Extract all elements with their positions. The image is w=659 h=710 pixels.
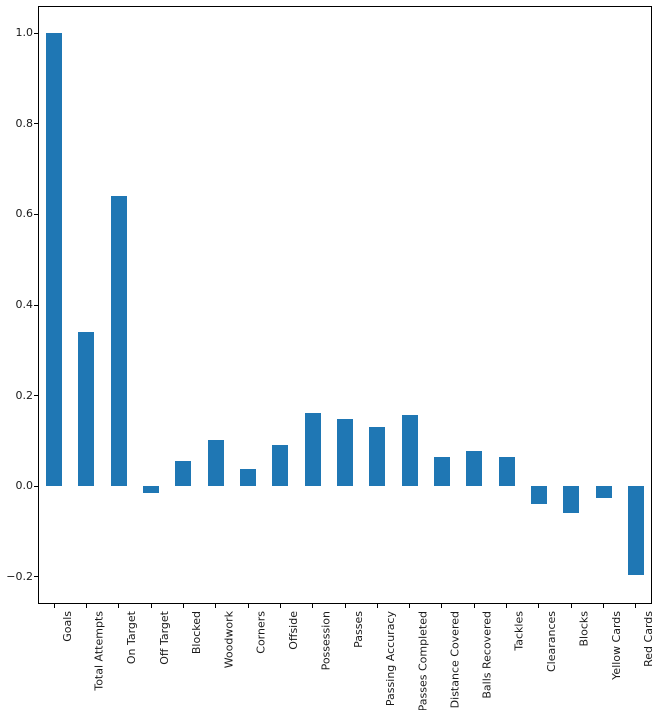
x-axis-tick-passes [344, 604, 346, 608]
bar-possession [304, 413, 321, 487]
x-tick-label-possession: Possession [319, 611, 333, 671]
bar-yellow-cards [595, 486, 612, 499]
y-axis-tick-1 [34, 123, 38, 125]
bar-blocks [563, 486, 580, 513]
x-axis-tick-possession [312, 604, 314, 608]
x-axis-tick-offside [279, 604, 281, 608]
bar-tackles [498, 457, 515, 487]
x-axis-tick-woodwork [215, 604, 217, 608]
x-axis-tick-clearances [538, 604, 540, 608]
bar-passes-completed [401, 415, 418, 487]
bar-offside [272, 444, 289, 487]
bar-clearances [530, 486, 547, 504]
bar-blocked [175, 461, 192, 487]
bar-goals [46, 33, 63, 487]
y-axis-tick-4 [34, 395, 38, 397]
bar-distance-covered [433, 456, 450, 487]
x-tick-label-passes-completed: Passes Completed [416, 611, 430, 710]
y-axis-tick-5 [34, 485, 38, 487]
x-axis-tick-blocks [570, 604, 572, 608]
x-tick-label-total-attempts: Total Attempts [92, 611, 106, 691]
x-axis-tick-balls-recovered [473, 604, 475, 608]
plot-area [38, 6, 652, 604]
x-axis-tick-off-target [150, 604, 152, 608]
y-axis-tick-3 [34, 304, 38, 306]
bar-off-target [143, 486, 160, 493]
x-tick-label-tackles: Tackles [513, 611, 527, 651]
x-axis-tick-distance-covered [441, 604, 443, 608]
x-tick-label-passing-accuracy: Passing Accuracy [383, 611, 397, 707]
y-tick-label-5: 0.0 [15, 479, 34, 493]
x-tick-label-clearances: Clearances [545, 611, 559, 673]
bar-woodwork [207, 439, 224, 487]
bar-red-cards [627, 486, 644, 576]
bar-on-target [110, 196, 127, 487]
y-axis-tick-6 [34, 576, 38, 578]
y-axis-tick-2 [34, 213, 38, 215]
bar-balls-recovered [466, 451, 483, 487]
x-tick-label-balls-recovered: Balls Recovered [480, 611, 494, 699]
bar-corners [240, 469, 257, 487]
x-axis-tick-yellow-cards [603, 604, 605, 608]
x-tick-label-distance-covered: Distance Covered [448, 611, 462, 709]
bar-passing-accuracy [369, 426, 386, 487]
y-tick-label-4: 0.2 [15, 388, 34, 402]
x-axis-tick-blocked [182, 604, 184, 608]
bar-total-attempts [78, 332, 95, 487]
x-tick-label-yellow-cards: Yellow Cards [610, 611, 624, 680]
x-tick-label-on-target: On Target [125, 611, 139, 665]
x-axis-tick-red-cards [635, 604, 637, 608]
x-tick-label-blocks: Blocks [577, 611, 591, 647]
x-axis-tick-goals [53, 604, 55, 608]
x-axis-tick-corners [247, 604, 249, 608]
x-tick-label-woodwork: Woodwork [222, 611, 236, 669]
x-tick-label-red-cards: Red Cards [642, 611, 656, 667]
bar-passes [337, 418, 353, 487]
x-axis-tick-tackles [506, 604, 508, 608]
x-tick-label-offside: Offside [286, 611, 300, 650]
x-tick-label-corners: Corners [254, 611, 268, 654]
x-tick-label-off-target: Off Target [157, 611, 171, 665]
x-axis-tick-passes-completed [409, 604, 411, 608]
x-axis-tick-on-target [118, 604, 120, 608]
x-tick-label-blocked: Blocked [189, 611, 203, 655]
y-tick-label-1: 0.8 [15, 116, 34, 130]
x-tick-label-goals: Goals [60, 611, 74, 642]
y-tick-label-6: −0.2 [6, 569, 33, 583]
x-axis-tick-passing-accuracy [376, 604, 378, 608]
y-tick-label-2: 0.6 [15, 207, 34, 221]
x-tick-label-passes: Passes [351, 611, 365, 648]
y-axis-tick-0 [34, 32, 38, 34]
x-axis-tick-total-attempts [85, 604, 87, 608]
y-tick-label-3: 0.4 [15, 298, 34, 311]
y-tick-label-0: 1.0 [15, 26, 34, 40]
